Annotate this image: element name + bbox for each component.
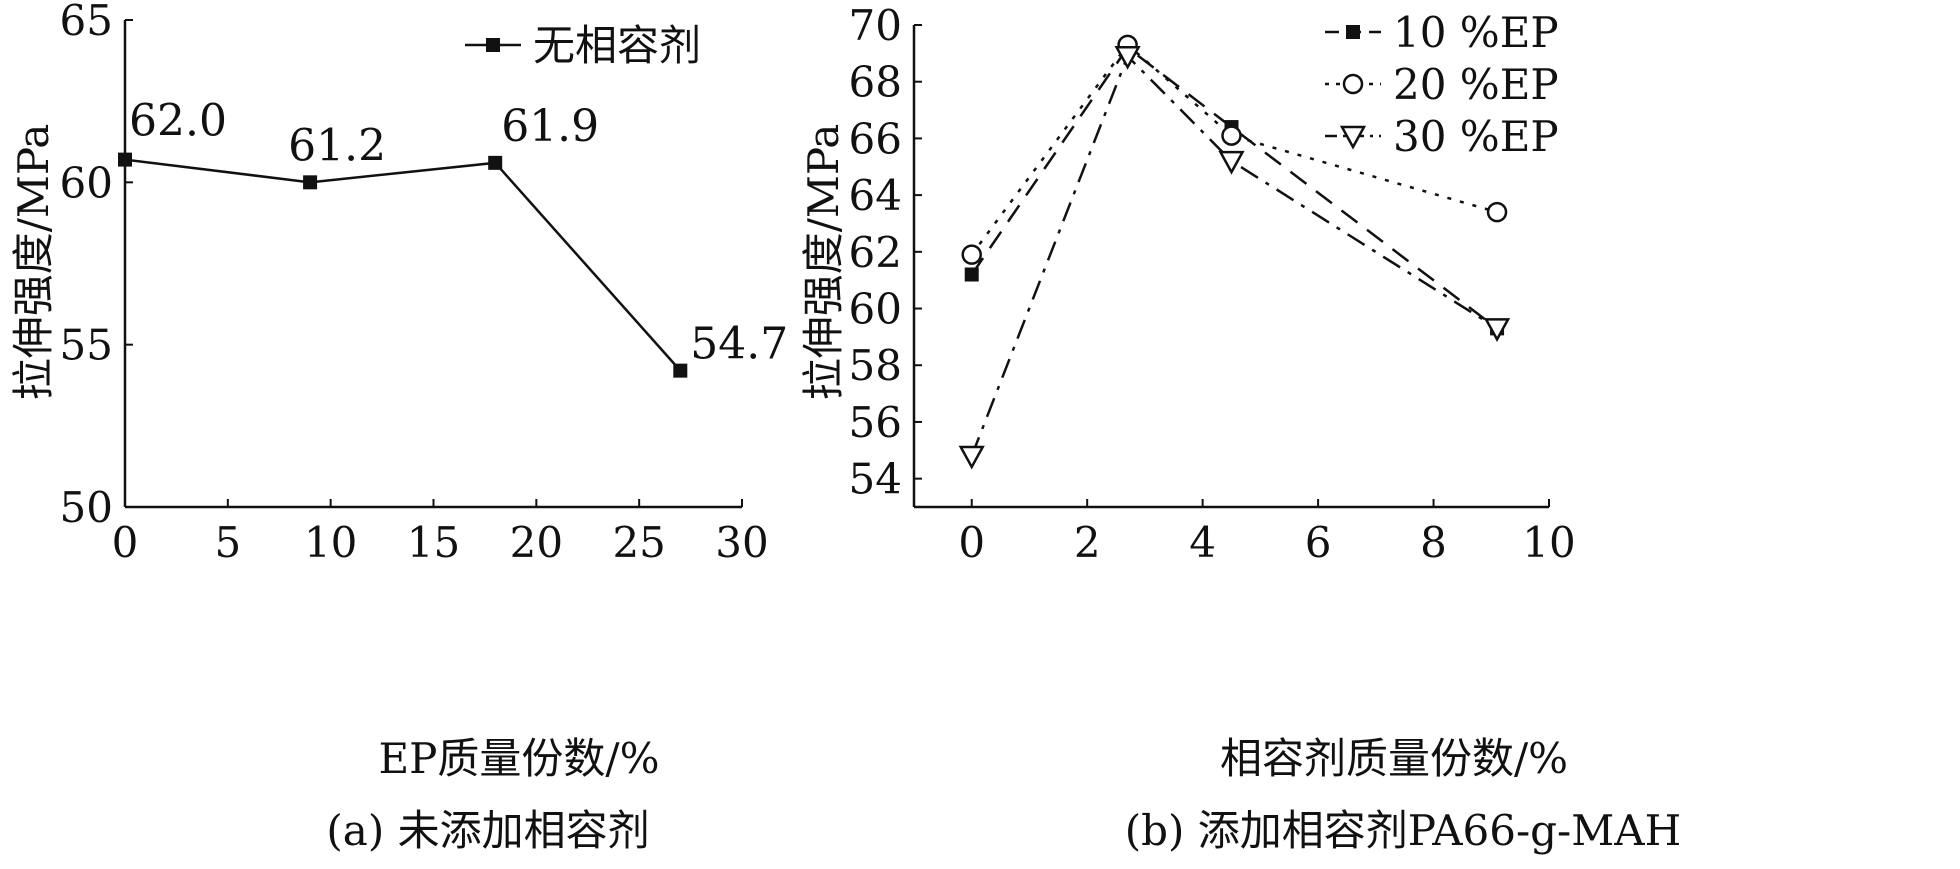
- x-tick-label: 30: [715, 518, 768, 567]
- series-line: [970, 43, 1498, 256]
- series-layer-b: [958, 34, 1511, 470]
- data-point: [488, 155, 503, 170]
- x-tick-label: 10: [304, 518, 357, 567]
- legend-marker: [1346, 25, 1360, 39]
- x-tick-label: 5: [214, 518, 241, 567]
- y-tick-label: 64: [849, 171, 902, 220]
- y-tick-label: 54: [849, 455, 902, 504]
- x-tick-label: 15: [407, 518, 460, 567]
- y-tick-label: 68: [849, 58, 902, 107]
- y-tick-label: 65: [60, 0, 113, 45]
- y-tick-label: 70: [849, 1, 902, 50]
- series-line: [124, 158, 682, 372]
- data-label: 62.0: [129, 96, 227, 147]
- y-tick-label: 60: [60, 158, 113, 207]
- legend-a: 无相容剂: [465, 21, 701, 70]
- caption-a: (a) 未添加相容剂: [326, 806, 649, 855]
- data-point: [1221, 125, 1242, 146]
- series-line: [970, 53, 1498, 457]
- data-label: 61.2: [288, 120, 386, 171]
- y-axis-label-a: 拉伸强度/MPa: [9, 124, 58, 401]
- data-point: [1486, 201, 1508, 223]
- data-point: [961, 244, 982, 265]
- x-tick-label: 6: [1305, 518, 1332, 567]
- axes-a: 0 5 10 15 20 25 30 50 55 60 65: [60, 0, 769, 567]
- x-tick-label: 25: [612, 518, 665, 567]
- series-line: [970, 45, 1498, 330]
- legend-marker: [1339, 125, 1367, 150]
- x-tick-label: 0: [112, 518, 139, 567]
- legend-label: 10 %EP: [1393, 8, 1559, 57]
- caption-b: (b) 添加相容剂PA66-g-MAH: [1125, 806, 1681, 855]
- data-point: [1218, 150, 1245, 175]
- x-axis-label-b: 相容剂质量份数/%: [1220, 734, 1568, 783]
- data-label: 61.9: [501, 101, 599, 152]
- data-point: [303, 175, 318, 190]
- x-tick-label: 20: [510, 518, 563, 567]
- y-tick-label: 58: [849, 341, 902, 390]
- legend-marker: [1342, 73, 1364, 95]
- y-axis-label-b: 拉伸强度/MPa: [799, 124, 848, 401]
- x-tick-label: 4: [1189, 518, 1216, 567]
- data-point: [673, 363, 688, 378]
- legend-label: 30 %EP: [1393, 112, 1559, 161]
- x-tick-label: 10: [1522, 518, 1575, 567]
- data-point: [964, 267, 979, 282]
- y-tick-label: 60: [849, 285, 902, 334]
- data-point: [958, 445, 985, 470]
- series-layer-a: 62.0 61.2 61.9 54.7: [118, 96, 788, 378]
- x-axis-label-a: EP质量份数/%: [379, 734, 660, 783]
- legend-label: 无相容剂: [533, 21, 701, 70]
- data-label: 54.7: [690, 319, 788, 370]
- legend-marker: [486, 38, 500, 52]
- x-tick-label: 0: [958, 518, 985, 567]
- data-point: [1483, 318, 1511, 342]
- y-tick-label: 50: [60, 483, 113, 532]
- data-point: [1114, 45, 1141, 70]
- y-tick-label: 56: [849, 398, 902, 447]
- chart-panel-a: 0 5 10 15 20 25 30 50 55 60 65 62.0 61.2 61.9 54.7 无相…: [9, 0, 788, 855]
- legend-label: 20 %EP: [1393, 60, 1559, 109]
- y-tick-label: 66: [849, 114, 902, 163]
- data-point: [118, 152, 132, 167]
- y-tick-label: 55: [60, 321, 113, 370]
- x-tick-label: 2: [1074, 518, 1101, 567]
- x-tick-label: 8: [1420, 518, 1447, 567]
- y-tick-label: 62: [849, 228, 902, 277]
